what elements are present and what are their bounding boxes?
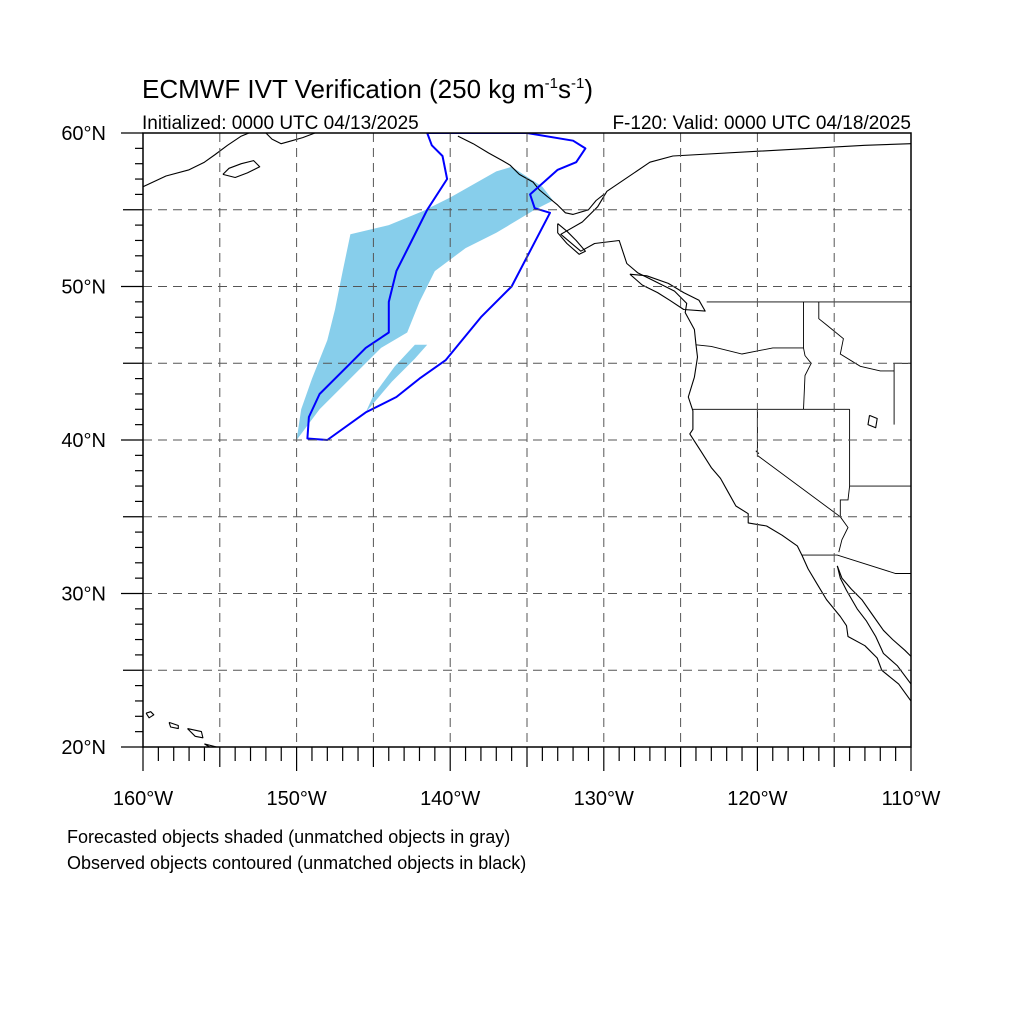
x-tick-label: 120°W — [727, 788, 787, 810]
y-tick-label: 40°N — [61, 430, 106, 452]
valid-time: F-120: Valid: 0000 UTC 04/18/2025 — [612, 113, 911, 134]
axis-labels: 20°N 30°N 40°N 50°N 60°N 160°W 150°W 140°W 130°W… — [61, 123, 940, 810]
y-tick-label: 60°N — [61, 123, 106, 145]
border-nv-ut — [839, 409, 851, 517]
y-tick-label: 50°N — [61, 277, 106, 299]
observed-objects-layer — [306, 133, 587, 441]
coastline-kodiak — [222, 160, 261, 179]
border-ca-az — [838, 516, 849, 553]
x-tick-label: 150°W — [266, 788, 326, 810]
y-tick-label: 30°N — [61, 584, 106, 606]
x-tick-label: 130°W — [574, 788, 634, 810]
forecast-legend-note: Forecasted objects shaded (unmatched obj… — [67, 827, 510, 847]
border-id-west — [803, 301, 812, 410]
border-wa-or — [695, 344, 804, 355]
coastline-gulf-california — [836, 565, 911, 657]
initialized-time: Initialized: 0000 UTC 04/13/2025 — [142, 113, 419, 134]
forecast-ivt-fragment — [365, 344, 428, 413]
x-tick-label: 110°W — [882, 788, 941, 810]
coastline-kenai — [265, 133, 316, 145]
axis-ticks — [121, 132, 912, 771]
coastline-layer — [143, 133, 911, 747]
lat-lon-grid — [143, 133, 911, 747]
coastline-alaska-gulf — [143, 133, 250, 188]
figure-title: ECMWF IVT Verification (250 kg m-1s-1) — [142, 74, 593, 104]
coastline-north-america — [560, 143, 911, 702]
observed-legend-note: Observed objects contoured (unmatched ob… — [67, 853, 526, 873]
coastline-hawaii-big-island — [204, 743, 218, 747]
forecast-ivt-object — [296, 166, 554, 441]
y-tick-label: 20°N — [61, 737, 106, 759]
coastline-hawaii-kauai — [145, 711, 155, 719]
border-mexico-us — [801, 554, 911, 574]
x-tick-label: 160°W — [113, 788, 173, 810]
coastline-great-salt-lake — [867, 414, 878, 429]
coastline-alaska-panhandle — [457, 135, 605, 215]
coastline-hawaii-maui — [187, 728, 204, 739]
observed-ivt-contour — [306, 133, 587, 441]
border-ca-nv — [756, 409, 841, 518]
coastline-mainland-mexico — [836, 565, 911, 685]
political-borders-layer — [692, 301, 911, 574]
coastline-hawaii-oahu — [168, 721, 179, 730]
forecast-objects-layer — [296, 166, 554, 441]
coastline-vancouver-island — [629, 273, 706, 312]
border-id-mt — [818, 301, 895, 372]
coastline-haida-gwaii — [557, 223, 586, 255]
x-tick-label: 140°W — [420, 788, 480, 810]
